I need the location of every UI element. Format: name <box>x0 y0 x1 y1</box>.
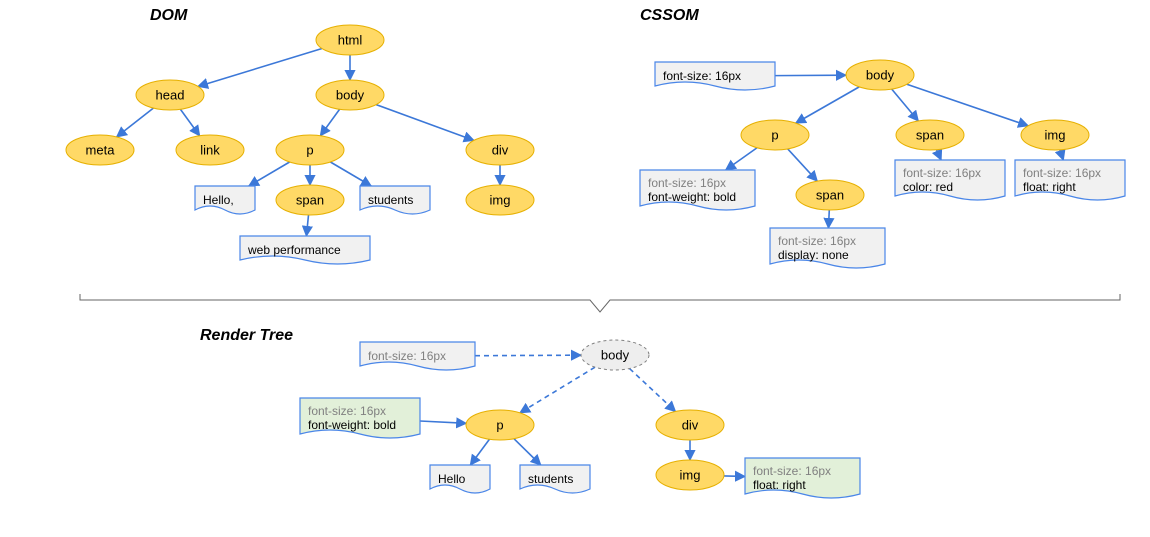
tree-node-span: span <box>276 185 344 215</box>
tree-node-span: span <box>796 180 864 210</box>
tree-node-span: span <box>896 120 964 150</box>
annotation-note: font-size: 16pxfloat: right <box>745 458 860 498</box>
note-text-line: Hello <box>438 472 466 486</box>
tree-node-head: head <box>136 80 204 110</box>
node-label: body <box>336 87 365 102</box>
annotation-note: font-size: 16pxfont-weight: bold <box>300 398 420 438</box>
note-text-line: font-size: 16px <box>648 176 726 190</box>
tree-node-div: div <box>656 410 724 440</box>
diagram-canvas: Hello, students web performance font-size: … <box>0 0 1150 537</box>
note-text-line: font-size: 16px <box>308 404 386 418</box>
tree-edge <box>514 439 541 465</box>
node-label: p <box>496 417 503 432</box>
node-label: img <box>680 467 701 482</box>
tree-node-img: img <box>1021 120 1089 150</box>
note-text-line: float: right <box>1023 180 1076 194</box>
tree-edge <box>180 109 199 135</box>
tree-edge <box>726 148 757 170</box>
note-text-line: font-weight: bold <box>648 190 736 204</box>
tree-node-img: img <box>466 185 534 215</box>
tree-node-p: p <box>466 410 534 440</box>
annotation-note: font-size: 16pxfloat: right <box>1015 160 1125 200</box>
tree-edge <box>420 421 466 423</box>
tree-edge <box>475 355 581 356</box>
note-text-line: students <box>528 472 573 486</box>
tree-edge <box>937 150 942 160</box>
annotation-note: font-size: 16px <box>655 62 775 90</box>
annotation-note: web performance <box>240 236 370 264</box>
tree-node-p: p <box>276 135 344 165</box>
node-label: span <box>296 192 324 207</box>
annotation-note: font-size: 16pxfont-weight: bold <box>640 170 755 210</box>
tree-edge <box>249 162 290 186</box>
tree-node-body: body <box>581 340 649 370</box>
tree-edge <box>320 109 339 135</box>
section-title-cssom: CSSOM <box>640 7 699 24</box>
node-label: p <box>771 127 778 142</box>
note-text-line: font-size: 16px <box>1023 166 1101 180</box>
section-title-dom: DOM <box>150 7 188 24</box>
tree-edge <box>470 439 489 465</box>
annotation-note: students <box>520 465 590 493</box>
tree-edge <box>330 162 371 186</box>
tree-edge <box>376 105 474 141</box>
node-label: img <box>490 192 511 207</box>
tree-node-body: body <box>316 80 384 110</box>
tree-edge <box>907 84 1028 126</box>
node-label: body <box>601 347 630 362</box>
node-label: img <box>1045 127 1066 142</box>
tree-edge <box>306 215 308 236</box>
node-label: html <box>338 32 363 47</box>
node-label: div <box>682 417 699 432</box>
tree-node-img: img <box>656 460 724 490</box>
section-title-render: Render Tree <box>200 327 293 344</box>
note-text-line: font-weight: bold <box>308 418 396 432</box>
annotation-note: Hello <box>430 465 490 493</box>
node-label: span <box>916 127 944 142</box>
node-label: div <box>492 142 509 157</box>
note-text-line: font-size: 16px <box>778 234 856 248</box>
combining-bracket <box>80 294 1120 312</box>
node-label: span <box>816 187 844 202</box>
tree-node-html: html <box>316 25 384 55</box>
tree-node-div: div <box>466 135 534 165</box>
tree-edge <box>828 210 829 228</box>
tree-node-body: body <box>846 60 914 90</box>
tree-edge <box>117 108 154 137</box>
tree-node-link: link <box>176 135 244 165</box>
node-label: meta <box>86 142 116 157</box>
tree-edge <box>198 49 322 87</box>
note-text-line: font-size: 16px <box>663 69 741 83</box>
node-label: body <box>866 67 895 82</box>
note-text-line: font-size: 16px <box>753 464 831 478</box>
note-text-line: font-size: 16px <box>903 166 981 180</box>
annotation-note: font-size: 16pxdisplay: none <box>770 228 885 268</box>
node-label: link <box>200 142 220 157</box>
node-label: p <box>306 142 313 157</box>
annotation-note: students <box>360 186 430 214</box>
note-text-line: Hello, <box>203 193 234 207</box>
note-text-line: color: red <box>903 180 953 194</box>
note-text-line: float: right <box>753 478 806 492</box>
tree-edge <box>724 476 745 477</box>
tree-node-meta: meta <box>66 135 134 165</box>
note-text-line: font-size: 16px <box>368 349 446 363</box>
tree-edge <box>892 89 919 121</box>
annotation-note: font-size: 16pxcolor: red <box>895 160 1005 200</box>
tree-edge <box>630 369 676 412</box>
annotation-note: Hello, <box>195 186 255 214</box>
note-text-line: web performance <box>247 243 341 257</box>
tree-edge <box>520 367 595 413</box>
note-text-line: students <box>368 193 413 207</box>
annotation-note: font-size: 16px <box>360 342 475 370</box>
tree-edge <box>788 149 818 181</box>
tree-edge <box>796 87 859 123</box>
tree-edge <box>1060 150 1063 160</box>
note-text-line: display: none <box>778 248 849 262</box>
tree-node-p: p <box>741 120 809 150</box>
node-label: head <box>156 87 185 102</box>
